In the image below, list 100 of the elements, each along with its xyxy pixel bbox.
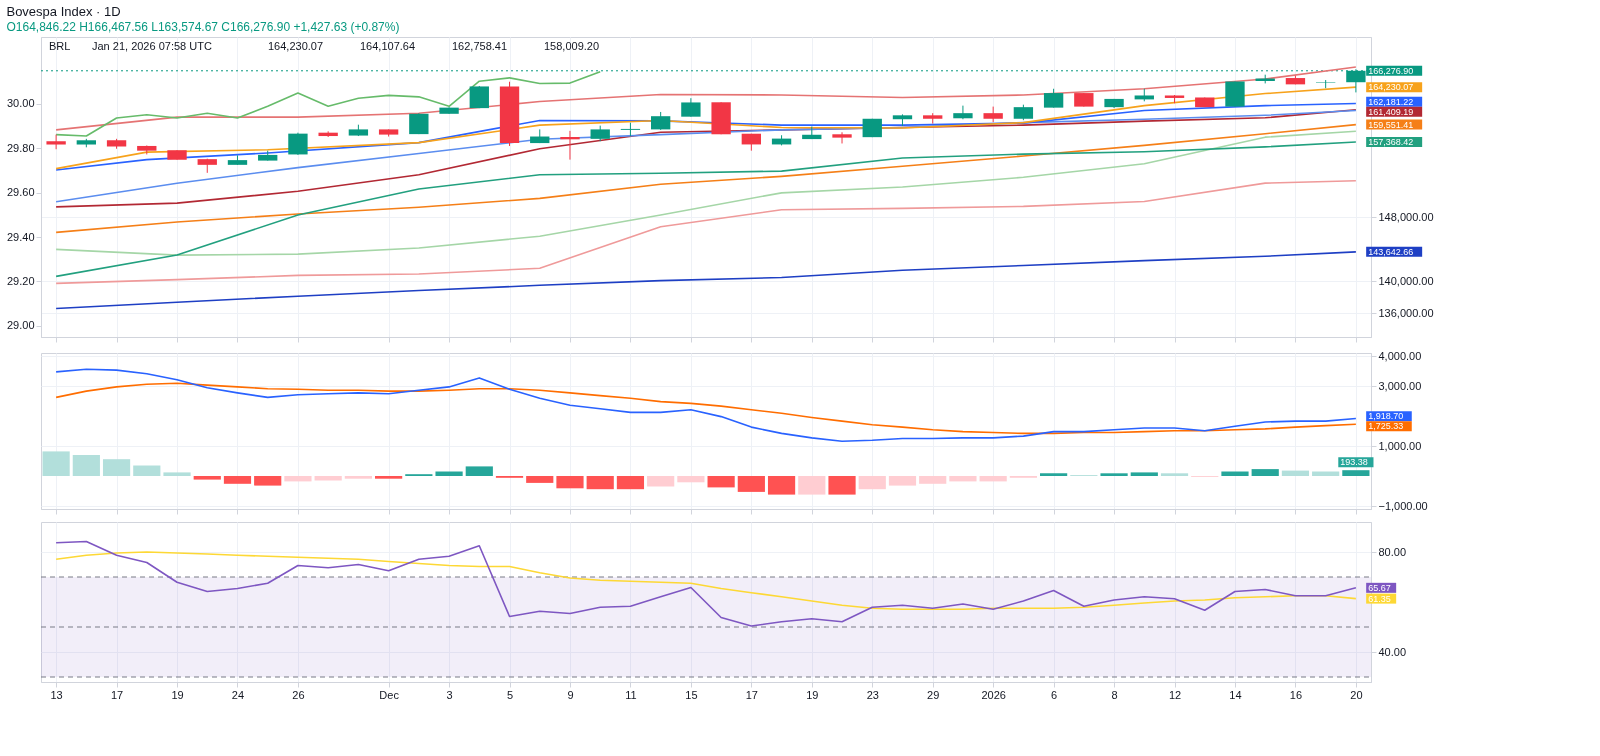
y-tick-label: 136,000.00 [1378, 306, 1434, 319]
bar [254, 476, 282, 486]
line-series [55, 141, 1357, 278]
x-tick-label: 16 [1289, 688, 1303, 701]
x-tick-label: 8 [1111, 688, 1118, 701]
candlestick [620, 122, 641, 137]
x-tick-label: Dec [379, 688, 400, 701]
bar [767, 476, 796, 495]
annotation: 158,009.20 [544, 40, 600, 52]
line-series [55, 66, 1357, 131]
x-tick-label: 29 [927, 688, 940, 701]
bar [647, 476, 675, 487]
candlestick [681, 97, 701, 118]
bar [42, 451, 70, 476]
data-label: 193.38 [1340, 457, 1368, 468]
bar [344, 476, 372, 479]
bar [375, 476, 403, 479]
data-label: 143,642.66 [1368, 246, 1414, 257]
chart-subtitle: O164,846.22 H166,467.56 L163,574.67 C166,276.90 +1,427.63 (+0.87%) [6, 20, 400, 34]
bar [677, 476, 705, 483]
bar [919, 476, 947, 484]
data-label: 159,551.41 [1368, 119, 1414, 130]
bar [526, 476, 554, 483]
line-series [55, 251, 1357, 310]
data-label: 161,409.19 [1368, 106, 1414, 117]
data-label: 1,918.70 [1368, 411, 1404, 422]
bar [72, 455, 100, 476]
line-series [55, 551, 1357, 611]
data-label: 65.67 [1368, 582, 1391, 593]
x-tick-label: 20 [1350, 688, 1363, 701]
line-series [55, 368, 1357, 442]
x-tick-label: 17 [745, 688, 758, 701]
bar [1100, 473, 1128, 476]
y2-tick-label: 29.60 [6, 186, 35, 199]
x-tick-label: 9 [567, 688, 574, 701]
y-tick-label: −1,000.00 [1378, 499, 1428, 512]
y-tick-label: 148,000.00 [1378, 210, 1434, 223]
x-tick-label: 13 [50, 688, 63, 701]
bar [798, 476, 826, 495]
x-tick-label: 23 [866, 688, 879, 701]
x-tick-label: 3 [446, 688, 453, 701]
line-series [55, 123, 1357, 234]
bar [163, 472, 191, 476]
annotation: 166,276.90 [1368, 65, 1414, 76]
bar [1040, 473, 1068, 476]
y-tick-label: 4,000.00 [1378, 349, 1422, 362]
bar [828, 476, 856, 495]
x-tick-label: 17 [110, 688, 124, 701]
line-series [55, 130, 1357, 256]
x-tick-label: 12 [1168, 688, 1182, 701]
y2-tick-label: 29.00 [6, 319, 35, 332]
y-tick-label: 140,000.00 [1378, 274, 1434, 287]
bar [556, 476, 584, 489]
bar [1281, 470, 1310, 476]
y-tick-label: 80.00 [1378, 545, 1407, 558]
line-series [55, 179, 1357, 285]
x-tick-label: 19 [171, 688, 184, 701]
x-tick-label: 6 [1051, 688, 1058, 701]
annotation: 164,107.64 [360, 40, 416, 52]
data-label: 157,368.42 [1368, 137, 1414, 148]
x-tick-label: 2026 [981, 688, 1006, 701]
x-tick-label: 24 [231, 688, 245, 701]
x-tick-label: 15 [685, 688, 698, 701]
bar [949, 476, 977, 482]
bar [465, 466, 493, 476]
bar [979, 476, 1007, 482]
bar [133, 465, 161, 476]
bar [707, 476, 735, 488]
y-tick-label: 3,000.00 [1378, 379, 1422, 392]
bar [1221, 471, 1249, 476]
bar [102, 459, 131, 476]
bar [223, 476, 252, 484]
bar [193, 476, 221, 480]
bar [858, 476, 886, 490]
bar [888, 476, 917, 486]
candlestick [288, 132, 308, 156]
x-tick-label: 5 [506, 688, 514, 701]
bar [314, 476, 342, 481]
bar [1251, 469, 1279, 476]
data-label: 1,725.33 [1368, 421, 1404, 432]
data-label: 162,181.22 [1368, 96, 1414, 107]
x-tick-label: 26 [292, 688, 305, 701]
bar [1160, 473, 1189, 476]
data-label: 164,230.07 [1368, 82, 1414, 93]
y2-tick-label: 29.20 [6, 274, 35, 287]
line-series [55, 86, 1357, 170]
x-tick-label: 19 [806, 688, 819, 701]
annotation: 164,230.07 [268, 40, 324, 52]
y-tick-label: 40.00 [1378, 645, 1407, 658]
bar [435, 471, 463, 476]
candlestick [46, 134, 66, 150]
candlestick [1043, 88, 1064, 109]
bar [737, 476, 765, 492]
y2-tick-label: 29.80 [6, 141, 35, 154]
chart-title: Bovespa Index · 1D [6, 4, 121, 19]
annotation: BRL [49, 40, 71, 52]
y-tick-label: 1,000.00 [1378, 439, 1422, 452]
x-tick-label: 11 [625, 688, 637, 701]
bar [586, 476, 614, 490]
line-series [55, 71, 602, 137]
